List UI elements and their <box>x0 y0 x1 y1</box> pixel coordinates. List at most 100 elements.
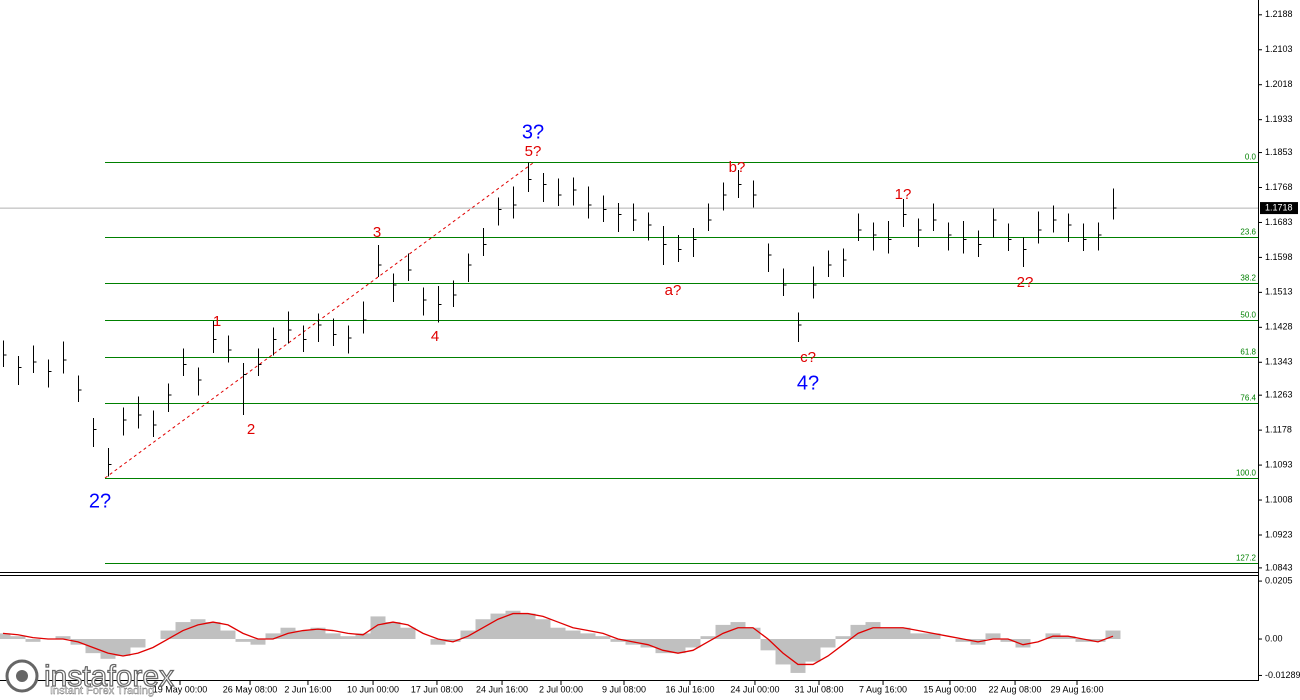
x-tick-label: 7 Aug 16:00 <box>859 684 907 694</box>
wave-label: 1? <box>895 186 912 203</box>
fib-label: 61.8 <box>1240 348 1256 357</box>
price-bar <box>903 199 907 227</box>
histogram-bar <box>805 639 821 662</box>
histogram-bar <box>265 633 281 640</box>
price-bar <box>648 212 652 241</box>
fib-label: 38.2 <box>1240 274 1256 283</box>
wave-label: b? <box>729 159 746 176</box>
histogram-bar <box>1075 639 1091 642</box>
wave-label: c? <box>800 349 816 366</box>
histogram-bar <box>250 639 266 645</box>
y-tick-label: 1.1513 <box>1265 287 1293 297</box>
wave-label: 1 <box>213 313 221 330</box>
histogram-bar <box>220 630 236 640</box>
histogram-bar <box>115 639 131 656</box>
histogram-bar <box>820 639 836 648</box>
y-tick-label: 1.2188 <box>1265 9 1293 19</box>
price-bar <box>978 230 982 258</box>
x-tick-label: 26 May 08:00 <box>223 684 278 694</box>
price-bar <box>168 383 172 413</box>
wave-label: 2? <box>1017 274 1034 291</box>
price-bar <box>858 213 862 241</box>
histogram-bar <box>235 639 251 642</box>
histogram-bar <box>1090 639 1106 642</box>
price-bar <box>558 178 562 207</box>
wave-label: 5? <box>525 143 542 160</box>
histogram-bar <box>475 619 491 640</box>
histogram-bar <box>910 633 926 640</box>
histogram-bar <box>505 610 521 640</box>
x-tick-label: 2 Jul 00:00 <box>539 684 583 694</box>
price-bar <box>153 410 157 438</box>
wave-label: 3 <box>373 224 381 241</box>
signal-line <box>2 612 1114 666</box>
price-bar <box>1038 211 1042 244</box>
histogram-bar <box>340 636 356 640</box>
price-bar <box>948 222 952 251</box>
price-bar <box>888 221 892 254</box>
histogram-bar <box>670 639 686 654</box>
histogram-bar <box>370 616 386 640</box>
y-tick-label: 1.2103 <box>1265 44 1293 54</box>
price-bar <box>93 418 97 447</box>
histogram-bar <box>1000 639 1016 642</box>
price-bar <box>528 162 532 193</box>
price-bar <box>183 348 187 376</box>
price-bar <box>333 318 337 346</box>
fib-label: 76.4 <box>1240 394 1256 403</box>
histogram-bar <box>565 630 581 640</box>
histogram-bar <box>445 639 461 642</box>
histogram-bar <box>295 630 311 640</box>
histogram-bar <box>655 639 671 654</box>
y-tick-label: 1.1428 <box>1265 322 1293 332</box>
price-bar <box>618 203 622 232</box>
x-tick-label: 24 Jul 00:00 <box>730 684 779 694</box>
histogram-bar <box>160 630 176 640</box>
price-bar <box>348 325 352 354</box>
histogram-bar <box>790 639 806 673</box>
histogram-bar <box>205 622 221 640</box>
price-bar <box>288 311 292 344</box>
y-tick-label: 1.1598 <box>1265 252 1293 262</box>
price-bar <box>1023 237 1027 267</box>
watermark-tagline: Instant Forex Trading <box>50 685 154 697</box>
price-bar <box>108 448 112 477</box>
histogram-bar <box>895 627 911 640</box>
wave-label: 2? <box>89 490 111 512</box>
histogram-bar <box>730 622 746 640</box>
histogram-bar <box>835 636 851 640</box>
y-tick-label: 1.1933 <box>1265 114 1293 124</box>
price-bar <box>1098 222 1102 251</box>
price-bar <box>723 182 727 211</box>
histogram-bar <box>1105 630 1121 640</box>
histogram-bar <box>0 633 11 640</box>
y-tick-label: 0.00 <box>1265 633 1283 643</box>
price-bar <box>378 245 382 278</box>
fib-label: 0.0 <box>1245 153 1257 162</box>
histogram-bar <box>955 639 971 642</box>
x-tick-label: 22 Aug 08:00 <box>989 684 1042 694</box>
price-bar <box>213 321 217 354</box>
y-tick-label: 1.1263 <box>1265 390 1293 400</box>
x-tick-label: 10 Jun 00:00 <box>347 684 399 694</box>
price-bar <box>483 228 487 256</box>
y-tick-label: 1.2018 <box>1265 79 1293 89</box>
histogram-bar <box>700 636 716 640</box>
price-bar <box>588 186 592 219</box>
x-tick-label: 9 Jul 08:00 <box>602 684 646 694</box>
price-bar <box>303 325 307 352</box>
price-bar <box>363 301 367 334</box>
price-bar <box>78 375 82 403</box>
price-bar <box>438 286 442 323</box>
fib-label: 23.6 <box>1240 228 1256 237</box>
histogram-bar <box>100 639 116 659</box>
histogram-bar <box>550 627 566 640</box>
price-bar <box>1068 213 1072 243</box>
histogram-bar <box>325 633 341 640</box>
price-bar <box>1008 223 1012 251</box>
histogram-bar <box>85 639 101 654</box>
y-tick-label: 1.0843 <box>1265 562 1293 572</box>
histogram-bar <box>685 639 701 648</box>
